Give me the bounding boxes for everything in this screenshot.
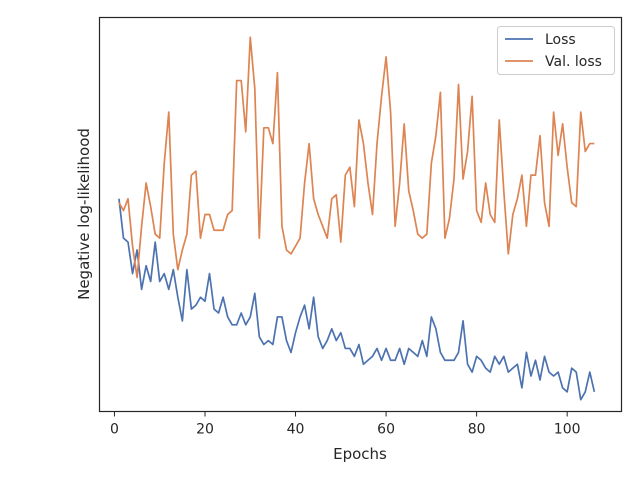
series-line-val-loss (118, 36, 595, 279)
x-tick-label: 0 (110, 422, 119, 438)
legend-label-val-loss: Val. loss (545, 54, 602, 70)
x-tick-label: 40 (287, 422, 305, 438)
x-tick-label: 100 (554, 422, 581, 438)
y-axis-label: Negative log-likelihood (75, 128, 93, 300)
x-tick-label: 20 (196, 422, 214, 438)
x-tick-label: 60 (377, 422, 395, 438)
x-axis-ticks: 0 20 40 60 80 100 (110, 411, 581, 438)
legend: Loss Val. loss (497, 26, 615, 75)
x-tick-label: 80 (468, 422, 486, 438)
x-axis-label: Epochs (333, 445, 387, 463)
series-layer (118, 36, 596, 401)
plot-frame (98, 16, 623, 413)
series-line-loss (118, 198, 596, 401)
legend-label-loss: Loss (545, 32, 576, 48)
